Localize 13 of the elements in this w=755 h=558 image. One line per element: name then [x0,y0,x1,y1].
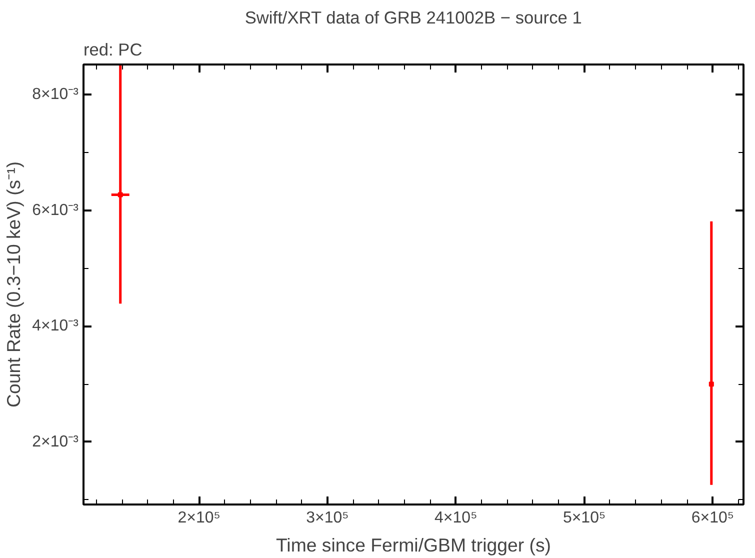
x-axis-title: Time since Fermi/GBM trigger (s) [276,534,552,556]
y-tick-label: 2×10⁻³ [32,433,80,450]
chart-title: Swift/XRT data of GRB 241002B − source 1 [244,8,582,28]
y-axis-title: Count Rate (0.3−10 keV) (s⁻¹) [3,161,24,408]
x-tick-label: 5×10⁵ [562,510,606,526]
x-tick-label: 2×10⁵ [178,510,220,526]
x-tick-label: 6×10⁵ [691,510,734,526]
y-tick-label: 4×10⁻³ [32,318,80,335]
y-tick-label: 6×10⁻³ [32,202,80,219]
chart-subtitle: red: PC [84,40,142,60]
x-tick-label: 4×10⁵ [434,510,478,526]
y-tick-label: 8×10⁻³ [32,86,80,104]
x-tick-label: 3×10⁵ [306,510,349,526]
